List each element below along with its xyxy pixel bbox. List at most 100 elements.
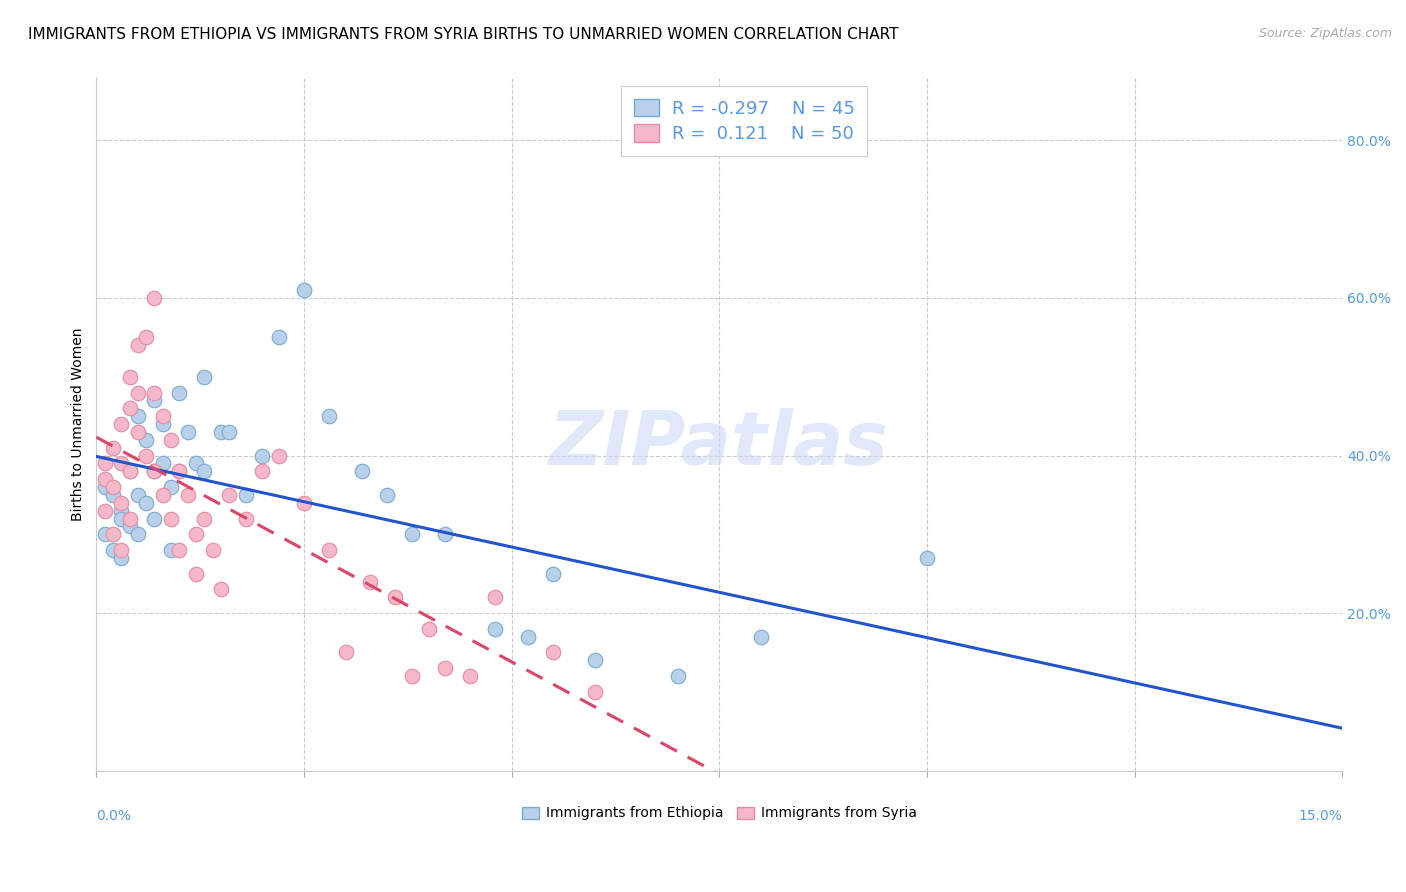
Point <box>235 511 257 525</box>
Point <box>118 519 141 533</box>
Point <box>267 449 290 463</box>
Point <box>184 566 207 581</box>
Point <box>152 409 174 424</box>
Point <box>101 441 124 455</box>
Point <box>118 369 141 384</box>
Point <box>118 511 141 525</box>
Text: ZIPatlas: ZIPatlas <box>550 409 890 482</box>
Point <box>101 543 124 558</box>
Point <box>177 488 200 502</box>
Point <box>209 582 232 597</box>
Point <box>93 503 115 517</box>
Point <box>118 464 141 478</box>
Point <box>484 622 506 636</box>
Point <box>583 685 606 699</box>
Point <box>352 464 374 478</box>
Point <box>193 511 215 525</box>
Point <box>143 511 166 525</box>
Point <box>101 488 124 502</box>
Point <box>127 527 149 541</box>
Point <box>484 591 506 605</box>
Point <box>292 496 315 510</box>
Point <box>434 527 457 541</box>
Point <box>384 591 406 605</box>
Point <box>749 630 772 644</box>
Point <box>152 488 174 502</box>
Point <box>143 464 166 478</box>
Point <box>375 488 398 502</box>
Point <box>169 543 191 558</box>
Legend: Immigrants from Ethiopia, Immigrants from Syria: Immigrants from Ethiopia, Immigrants fro… <box>516 801 922 826</box>
Point <box>110 543 132 558</box>
Point <box>434 661 457 675</box>
Point <box>135 449 157 463</box>
Point <box>666 669 689 683</box>
Point <box>152 417 174 431</box>
Point <box>401 527 423 541</box>
Point <box>93 527 115 541</box>
Point <box>143 291 166 305</box>
Point <box>127 338 149 352</box>
Point <box>160 480 183 494</box>
Point <box>318 409 340 424</box>
Text: 0.0%: 0.0% <box>97 809 131 823</box>
Point <box>135 433 157 447</box>
Point <box>110 550 132 565</box>
Point <box>135 330 157 344</box>
Point <box>101 480 124 494</box>
Point <box>915 550 938 565</box>
Point <box>359 574 381 589</box>
Point <box>418 622 440 636</box>
Point <box>110 457 132 471</box>
Text: Source: ZipAtlas.com: Source: ZipAtlas.com <box>1258 27 1392 40</box>
Point <box>218 425 240 439</box>
Point <box>252 449 274 463</box>
Point <box>335 645 357 659</box>
Point <box>252 464 274 478</box>
Point <box>318 543 340 558</box>
Point <box>93 472 115 486</box>
Point <box>127 488 149 502</box>
Point <box>160 543 183 558</box>
Point <box>143 464 166 478</box>
Point <box>118 401 141 416</box>
Text: 15.0%: 15.0% <box>1298 809 1343 823</box>
Point <box>169 385 191 400</box>
Point <box>235 488 257 502</box>
Point <box>184 527 207 541</box>
Point <box>201 543 224 558</box>
Point <box>127 409 149 424</box>
Point <box>209 425 232 439</box>
Point <box>401 669 423 683</box>
Point <box>135 496 157 510</box>
Point <box>193 464 215 478</box>
Y-axis label: Births to Unmarried Women: Births to Unmarried Women <box>72 327 86 521</box>
Point <box>292 283 315 297</box>
Point <box>110 511 132 525</box>
Point <box>93 480 115 494</box>
Point <box>169 464 191 478</box>
Point <box>517 630 540 644</box>
Point <box>160 433 183 447</box>
Point <box>541 566 564 581</box>
Point <box>152 457 174 471</box>
Point <box>267 330 290 344</box>
Point <box>118 464 141 478</box>
Point <box>127 425 149 439</box>
Point <box>101 527 124 541</box>
Point <box>583 653 606 667</box>
Point <box>143 393 166 408</box>
Point <box>110 417 132 431</box>
Point <box>184 457 207 471</box>
Text: IMMIGRANTS FROM ETHIOPIA VS IMMIGRANTS FROM SYRIA BIRTHS TO UNMARRIED WOMEN CORR: IMMIGRANTS FROM ETHIOPIA VS IMMIGRANTS F… <box>28 27 898 42</box>
Point <box>160 511 183 525</box>
Point <box>169 464 191 478</box>
Point <box>458 669 481 683</box>
Point <box>110 496 132 510</box>
Point <box>541 645 564 659</box>
Point <box>193 369 215 384</box>
Point <box>127 385 149 400</box>
Point <box>93 457 115 471</box>
Point <box>110 503 132 517</box>
Point <box>143 385 166 400</box>
